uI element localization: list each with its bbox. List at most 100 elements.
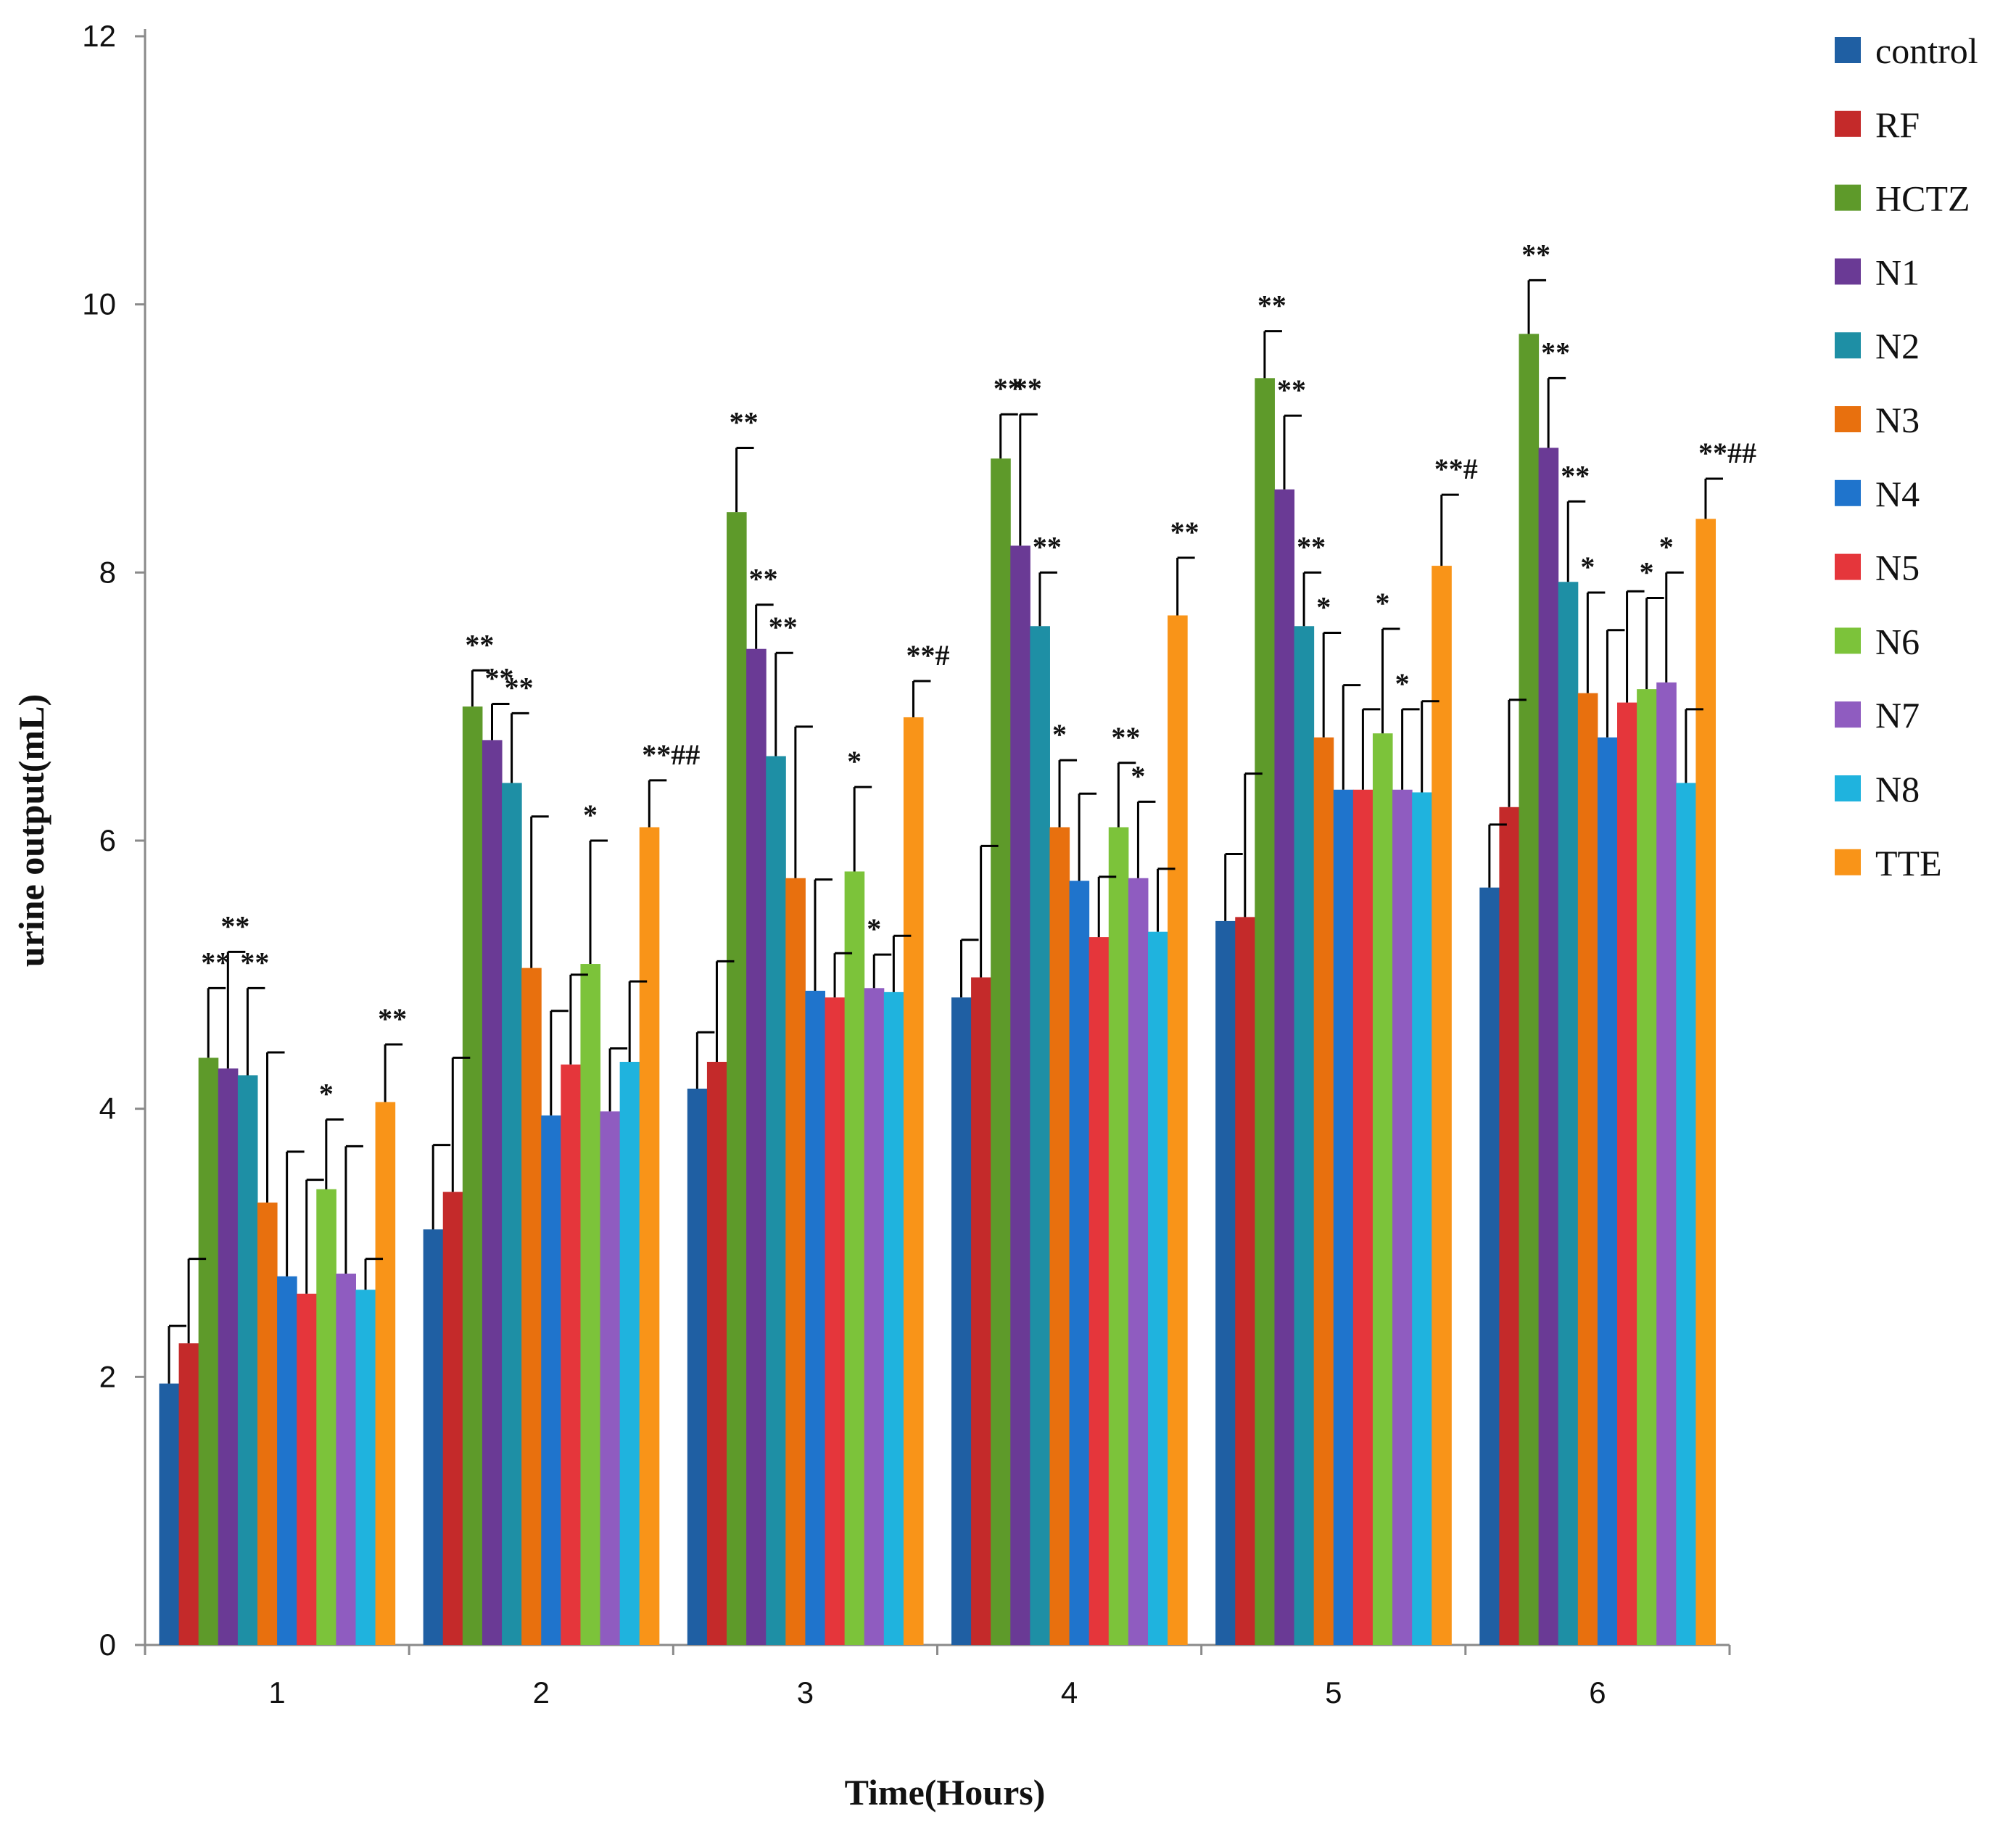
significance-mark: *: [1640, 556, 1654, 588]
y-tick-label: 6: [99, 823, 116, 857]
bar-hctz-3: [727, 512, 747, 1645]
legend-label-n7: N7: [1875, 695, 1920, 735]
significance-mark: **: [1111, 721, 1140, 754]
bar-n1-3: [746, 648, 767, 1645]
significance-mark: *: [1395, 667, 1410, 700]
bar-n3-4: [1049, 827, 1070, 1645]
bar-n5-3: [825, 997, 846, 1645]
bar-n8-6: [1676, 783, 1696, 1645]
bar-n8-3: [883, 991, 904, 1645]
bar-n2-2: [502, 783, 522, 1645]
bar-n1-1: [218, 1068, 239, 1645]
significance-mark: *: [867, 912, 881, 945]
significance-mark: **: [378, 1002, 407, 1035]
y-tick-label: 12: [82, 19, 116, 53]
bar-n5-2: [561, 1064, 581, 1645]
bar-n7-5: [1392, 789, 1413, 1645]
bar-hctz-4: [991, 458, 1011, 1645]
y-tick-label: 0: [99, 1628, 116, 1662]
significance-mark: **: [749, 563, 778, 595]
x-tick-label: 3: [797, 1675, 814, 1710]
bar-n1-4: [1010, 545, 1030, 1645]
y-axis-title: urine output(mL): [11, 694, 51, 967]
significance-mark: **: [769, 611, 798, 643]
x-tick-label: 2: [533, 1675, 550, 1710]
significance-mark: *: [1376, 587, 1390, 619]
significance-mark: *: [583, 799, 598, 831]
bar-n3-2: [521, 968, 542, 1645]
significance-mark: *: [1580, 550, 1595, 583]
bar-n5-6: [1617, 702, 1637, 1646]
bar-tte-3: [903, 717, 924, 1645]
bar-n6-5: [1372, 733, 1393, 1646]
bar-n2-6: [1558, 582, 1579, 1645]
bar-rf-2: [442, 1192, 463, 1645]
bar-n5-4: [1088, 937, 1110, 1645]
bar-rf-6: [1499, 807, 1520, 1645]
legend-label-hctz: HCTZ: [1875, 178, 1970, 219]
significance-mark: **#: [906, 639, 949, 672]
bar-n4-6: [1597, 737, 1618, 1645]
bar-tte-5: [1432, 566, 1452, 1645]
legend-swatch-control: [1835, 37, 1861, 63]
bar-n7-4: [1128, 878, 1149, 1645]
significance-mark: *: [847, 745, 862, 778]
legend-swatch-n8: [1835, 775, 1861, 801]
y-tick-label: 10: [82, 287, 116, 321]
legend-swatch-n7: [1835, 701, 1861, 728]
y-tick-label: 2: [99, 1359, 116, 1393]
legend-label-tte: TTE: [1875, 843, 1942, 883]
legend-label-n6: N6: [1875, 621, 1920, 661]
bar-n7-6: [1656, 682, 1677, 1645]
bar-n7-1: [336, 1274, 356, 1645]
significance-mark: *: [1316, 591, 1331, 624]
significance-mark: **##: [1698, 437, 1756, 469]
bar-control-1: [159, 1383, 180, 1645]
bar-tte-2: [639, 827, 660, 1645]
x-tick-label: 1: [268, 1675, 285, 1710]
significance-mark: **: [1013, 372, 1042, 405]
legend-label-n8: N8: [1875, 769, 1920, 809]
bar-control-4: [951, 997, 972, 1645]
bar-n7-2: [600, 1111, 621, 1645]
significance-mark: **: [505, 671, 534, 704]
bar-n5-5: [1352, 789, 1373, 1645]
legend-label-n5: N5: [1875, 548, 1920, 588]
significance-mark: *: [1052, 718, 1067, 751]
bar-n3-5: [1313, 737, 1334, 1645]
significance-mark: **: [1297, 530, 1326, 563]
significance-mark: *: [1659, 530, 1674, 563]
bar-hctz-2: [462, 706, 483, 1645]
significance-mark: **: [1561, 459, 1590, 492]
significance-mark: **: [1257, 289, 1286, 322]
bar-n1-5: [1274, 489, 1295, 1645]
error-bars: [168, 279, 1723, 1384]
bar-n6-4: [1108, 827, 1129, 1645]
bar-hctz-1: [198, 1057, 219, 1645]
bar-control-2: [423, 1229, 444, 1645]
x-tick-label: 4: [1061, 1675, 1078, 1710]
bar-n6-2: [580, 964, 601, 1645]
significance-mark: *: [319, 1077, 334, 1110]
bar-n6-3: [844, 871, 865, 1645]
bar-control-3: [687, 1088, 708, 1645]
significance-mark: **: [1541, 336, 1570, 368]
bar-n5-1: [297, 1293, 317, 1645]
bar-n8-2: [619, 1061, 640, 1645]
bar-n1-2: [482, 740, 503, 1645]
legend-swatch-n2: [1835, 332, 1861, 359]
bar-n2-4: [1030, 626, 1050, 1646]
significance-mark: **##: [642, 738, 700, 771]
x-axis-title: Time(Hours): [845, 1772, 1046, 1813]
bar-tte-6: [1695, 519, 1717, 1645]
legend-swatch-n5: [1835, 553, 1861, 580]
bar-n4-2: [541, 1115, 561, 1645]
bar-n4-4: [1069, 881, 1090, 1645]
legend-label-n1: N1: [1875, 252, 1920, 292]
bar-n8-4: [1147, 931, 1168, 1645]
bar-rf-4: [971, 977, 991, 1645]
legend-swatch-hctz: [1835, 184, 1861, 211]
